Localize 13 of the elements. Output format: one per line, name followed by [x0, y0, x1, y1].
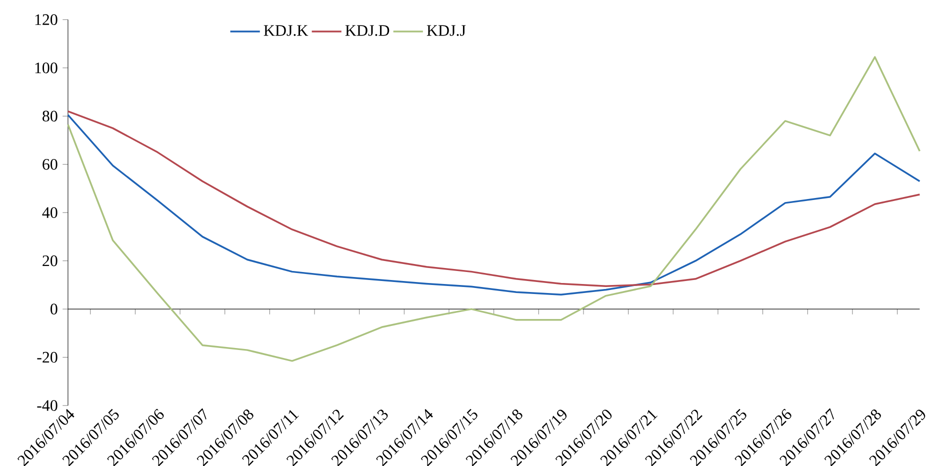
- y-tick-label: 80: [42, 110, 58, 122]
- y-tick-label: 20: [42, 255, 58, 266]
- y-tick-label: 40: [42, 206, 58, 218]
- y-tick-label: 0: [50, 303, 58, 314]
- legend-label: KDJ.D: [345, 25, 390, 36]
- y-tick-label: 60: [42, 158, 58, 170]
- y-tick-label: 120: [35, 14, 58, 25]
- y-tick-label: 100: [35, 62, 58, 74]
- y-tick-label: -40: [37, 400, 58, 411]
- line-series: [67, 56, 921, 362]
- legend-label: KDJ.K: [264, 25, 308, 36]
- y-tick-label: -20: [37, 352, 58, 362]
- legend-label: KDJ.J: [426, 25, 466, 36]
